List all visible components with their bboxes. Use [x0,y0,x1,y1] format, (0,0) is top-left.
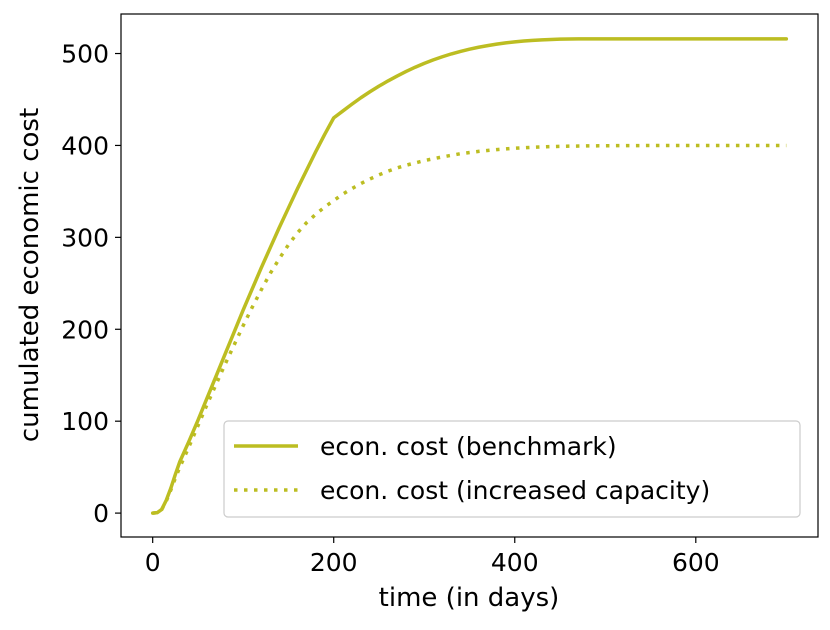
legend-label-benchmark: econ. cost (benchmark) [320,432,617,461]
legend-box [223,420,801,518]
series-layer [150,37,789,515]
y-tick-label: 200 [61,315,109,344]
x-tick-label: 400 [491,548,539,577]
series-line-benchmark [150,37,789,515]
y-axis-ticks: 0 100 200 300 400 500 [61,40,121,528]
x-axis-ticks: 0 200 400 600 [145,537,720,577]
plot-area-frame [120,13,819,538]
y-axis-label: cumulated economic cost [15,108,45,442]
x-axis-label: time (in days) [379,583,560,613]
legend: econ. cost (benchmark) econ. cost (incre… [223,420,801,518]
y-tick-label: 0 [93,499,109,528]
y-tick-label: 300 [61,223,109,252]
y-tick-label: 100 [61,407,109,436]
x-tick-label: 600 [672,548,720,577]
x-tick-label: 0 [145,548,161,577]
y-tick-label: 400 [61,131,109,160]
x-tick-label: 200 [310,548,358,577]
legend-label-increased-capacity: econ. cost (increased capacity) [320,476,710,505]
series-line-increased-capacity [152,143,787,515]
y-tick-label: 500 [61,40,109,69]
